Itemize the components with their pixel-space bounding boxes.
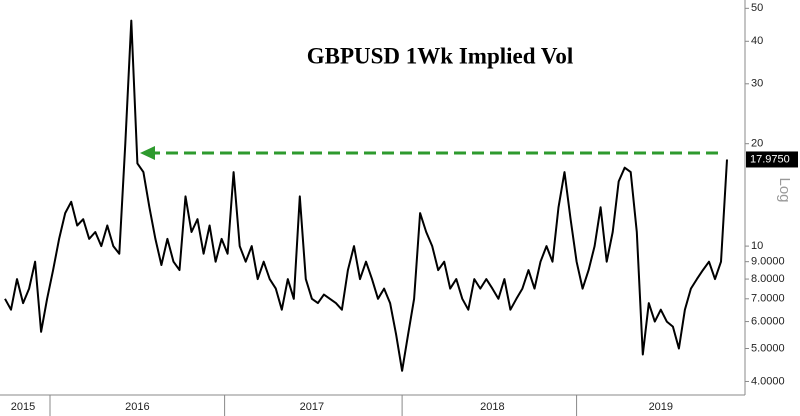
last-value-label: 17.9750 [750, 153, 790, 165]
y-tick-label: 40 [751, 35, 763, 47]
x-tick-label: 2016 [125, 401, 149, 413]
chart-title: GBPUSD 1Wk Implied Vol [307, 43, 574, 68]
last-value-box [746, 151, 798, 168]
x-tick-label: 2019 [649, 401, 673, 413]
arrow-head [140, 146, 155, 160]
y-tick-label: 4.0000 [751, 375, 785, 387]
x-tick-label: 2015 [11, 401, 35, 413]
y-tick-label: 6.0000 [751, 315, 785, 327]
y-tick-label: 20 [751, 138, 763, 150]
x-tick-label: 2017 [300, 401, 324, 413]
y-tick-label: 10 [751, 240, 763, 252]
y-axis-label: Log [776, 177, 793, 202]
y-tick-label: 8.0000 [751, 273, 785, 285]
y-tick-label: 30 [751, 78, 763, 90]
y-tick-label: 50 [751, 2, 763, 14]
y-tick-label: 7.0000 [751, 293, 785, 305]
y-tick-label: 5.0000 [751, 342, 785, 354]
y-tick-label: 9.0000 [751, 256, 785, 268]
line-series [4, 19, 728, 372]
x-tick-label: 2018 [480, 401, 504, 413]
